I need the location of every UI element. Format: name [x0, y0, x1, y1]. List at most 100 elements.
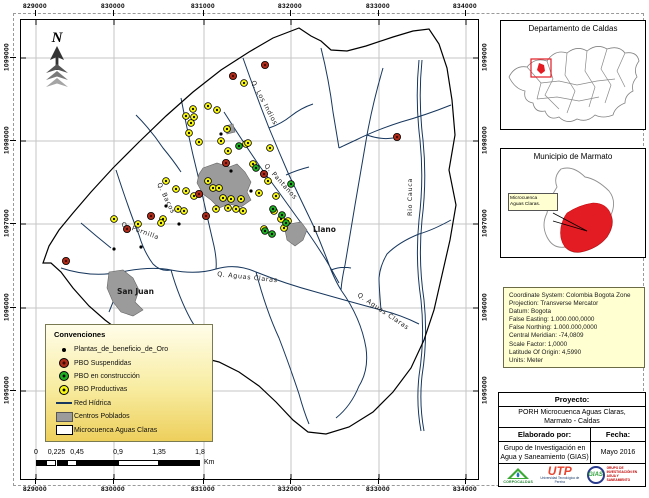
microcuenca-red-area	[560, 202, 613, 253]
axis-label-top: 829000	[22, 3, 48, 10]
town-label: Llano	[313, 225, 336, 234]
fecha-value: Mayo 2016	[600, 449, 636, 456]
gias-fullname: GRUPO DE INVESTIGACIÓN EN AGUA Y SANEAMI…	[606, 466, 638, 482]
inset1-title: Departamento de Caldas	[528, 24, 618, 33]
axis-label-top: 834000	[452, 3, 478, 10]
swatch-shape	[59, 384, 69, 395]
north-arrow-label: N	[51, 30, 63, 46]
axis-tick	[10, 307, 16, 308]
microcuenca-callout: Microcuenca Aguas Claras.	[508, 193, 558, 211]
pbo-suspendida-marker-core	[197, 192, 201, 196]
swatch-shape	[62, 347, 66, 352]
project-info-table: Proyecto: PORH Microcuenca Aguas Claras,…	[498, 392, 646, 487]
axis-label-right: 1096000	[481, 292, 489, 322]
planta-beneficio-marker	[229, 169, 233, 173]
planta-beneficio-marker	[139, 245, 143, 249]
pbo-suspendida-marker-core	[395, 135, 399, 139]
axis-tick	[10, 140, 16, 141]
legend-swatch-prod-icon	[54, 384, 74, 395]
pbo-productiva-marker-core	[112, 217, 116, 221]
scale-bar-unit: Km	[204, 459, 215, 466]
axis-label-bottom: 831000	[190, 486, 216, 493]
coordinate-info-line: False Northing: 1.000.000,0000	[509, 324, 598, 332]
pbo-productiva-marker-core	[159, 221, 163, 225]
scale-bar: Km 0 0,225 0,45 0,9 1,35 1,8	[23, 449, 253, 477]
pbo-productiva-marker-core	[282, 226, 286, 230]
corpocaldas-icon	[507, 467, 530, 479]
coordinate-info-line: Projection: Transverse Mercator	[509, 300, 599, 308]
axis-label-bottom: 833000	[365, 486, 391, 493]
axis-label-top: 832000	[277, 3, 303, 10]
rio-cauca-river	[416, 59, 427, 432]
pbo-productiva-marker-core	[184, 114, 188, 118]
axis-label-right: 1097000	[481, 208, 489, 238]
north-arrow-icon	[46, 46, 68, 87]
pbo-suspendida-marker-core	[64, 259, 68, 263]
legend-box: Convenciones Plantas_de_beneficio_de_Oro…	[45, 324, 213, 442]
scale-bar-segment	[56, 460, 67, 466]
stream-label: Q. Aguas Claras	[217, 270, 278, 284]
pbo-productiva-marker-core	[251, 162, 255, 166]
inset-departamento-caldas: Departamento de Caldas	[500, 20, 646, 130]
pbo-productiva-marker-core	[192, 194, 196, 198]
utp-logo: UTP Universidad Tecnológica de Pereira	[538, 465, 582, 484]
axis-label-right: 1099000	[481, 42, 489, 72]
scale-bar-segment	[159, 460, 200, 466]
pbo-construccion-marker-core	[263, 229, 267, 233]
pbo-productiva-marker-core	[184, 189, 188, 193]
coordinate-info-line: Central Meridian: -74,0809	[509, 332, 584, 340]
pbo-productiva-marker-core	[197, 140, 201, 144]
scale-bar-tick: 0	[34, 449, 38, 456]
axis-label-right: 1095000	[481, 375, 489, 405]
markers-layer	[62, 61, 401, 265]
scale-bar-segment	[36, 460, 47, 466]
swatch-shape	[55, 425, 73, 436]
legend-swatch-white-icon	[54, 425, 74, 436]
centros-poblados-polygons	[106, 123, 308, 317]
legend-item-label: Microcuenca Aguas Claras	[74, 426, 158, 434]
corpocaldas-name: CORPOCALDAS	[503, 479, 534, 484]
coordinate-info-line: Datum: Bogota	[509, 308, 552, 316]
planta-beneficio-marker	[177, 222, 181, 226]
legend-item-label: Plantas_de_beneficio_de_Oro	[74, 346, 169, 354]
pbo-construccion-marker-core	[270, 232, 274, 236]
legend-item-label: PBO Productivas	[74, 386, 128, 394]
coordinate-system-box: Coordinate System: Colombia Bogota Zone P…	[503, 287, 645, 368]
pbo-productiva-marker-core	[246, 141, 250, 145]
pbo-productiva-marker-core	[257, 191, 261, 195]
pbo-productiva-marker-core	[176, 207, 180, 211]
planta-beneficio-marker	[112, 247, 116, 251]
coordinate-info-line: False Easting: 1.000.000,0000	[509, 316, 595, 324]
pbo-productiva-marker-core	[221, 196, 225, 200]
pbo-suspendida-marker-core	[231, 74, 235, 78]
legend-items: Plantas_de_beneficio_de_Oro PBO Suspendid…	[54, 343, 212, 437]
swatch-shape	[55, 411, 73, 422]
legend-item: PBO Productivas	[54, 383, 212, 396]
swatch-shape	[59, 371, 69, 382]
pbo-productiva-marker-core	[206, 104, 210, 108]
axis-label-top: 830000	[100, 3, 126, 10]
logos-row: CORPOCALDAS UTP Universidad Tecnológica …	[499, 464, 645, 486]
pbo-productiva-marker-core	[225, 127, 229, 131]
pbo-productiva-marker-core	[191, 107, 195, 111]
pbo-productiva-marker-core	[234, 207, 238, 211]
axis-tick	[203, 10, 204, 16]
pbo-suspendida-marker-core	[262, 172, 266, 176]
axis-tick	[10, 223, 16, 224]
watershed-boundary	[42, 27, 457, 435]
planta-beneficio-marker	[219, 132, 223, 136]
utp-name: Universidad Tecnológica de Pereira	[540, 475, 580, 484]
pbo-productiva-marker-core	[241, 209, 245, 213]
pbo-productiva-marker-core	[211, 186, 215, 190]
inset-municipio-marmato: Municipio de Marmato Microcuenca Aguas C…	[500, 148, 646, 258]
callout-line2: Aguas Claras.	[510, 202, 541, 207]
axis-tick	[203, 478, 204, 484]
legend-item: Plantas_de_beneficio_de_Oro	[54, 343, 212, 356]
axis-tick	[465, 10, 466, 16]
gias-circle-icon: GIAS	[586, 466, 605, 484]
legend-swatch-plant-icon	[54, 347, 74, 352]
axis-label-top: 831000	[190, 3, 216, 10]
